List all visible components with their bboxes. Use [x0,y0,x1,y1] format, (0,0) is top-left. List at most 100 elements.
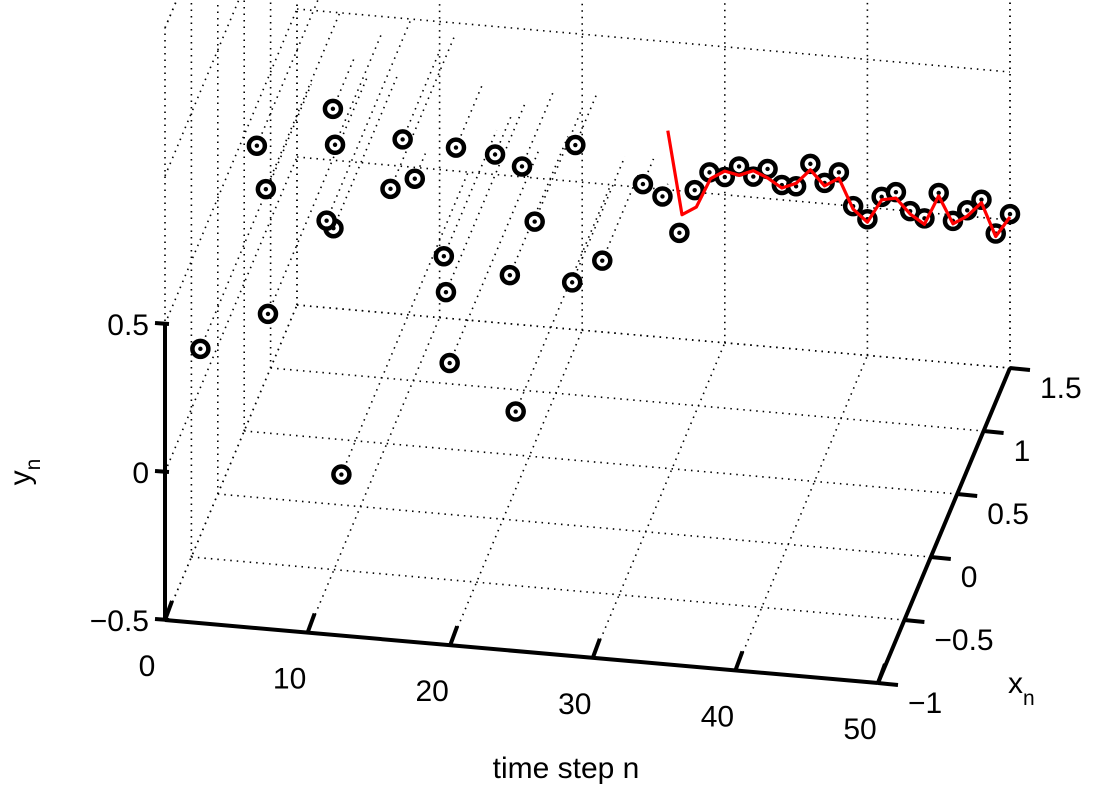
time-tick [590,638,602,659]
svg-text:yn: yn [4,459,45,486]
axes [163,324,1012,685]
data-point-center [388,186,393,192]
data-point-center [736,164,742,169]
data-point-center [332,142,338,147]
grid-line [164,0,178,29]
grid-line [164,304,298,621]
stem-line [574,94,598,146]
data-point-center [265,311,271,317]
z-axis-title-sub: n [1023,687,1035,710]
z-axis-title: xn [1008,667,1035,710]
xn-tick [930,555,951,561]
xn-tick-label: −1 [908,687,942,720]
grid-line [191,556,905,621]
markers [190,98,1021,485]
xn-tick [983,429,1004,435]
y-axis-title: yn [4,459,45,486]
xn-tick-label: 0.5 [987,498,1029,531]
stem-line [334,31,384,146]
data-point-center [707,170,712,175]
time-tick [448,625,460,646]
stem-line [332,58,355,110]
time-tick-label: 30 [558,688,591,721]
y-tick [154,321,170,326]
time-tick-label: 50 [843,713,876,746]
data-point-center [324,218,329,223]
data-point-center [573,142,578,148]
grid-lines [164,0,1011,684]
data-point-center [722,174,727,180]
grid-line [270,367,984,432]
grid-line [296,8,1011,73]
data-point-center [532,219,537,224]
grid-line [592,342,726,659]
grid-line [306,317,441,633]
xn-tick-label: 1.5 [1040,372,1082,405]
time-tick [163,600,174,621]
data-point-center [765,166,770,172]
grid-line [164,0,178,29]
y-tick-label: 0 [132,457,149,490]
z-axis-title-main: x [1008,667,1023,700]
data-point-center [507,272,513,278]
grid-line [734,355,869,671]
stem-line [533,107,583,222]
data-point-center [492,152,498,157]
data-point-center [936,190,941,196]
time-tick-label: 10 [273,663,306,696]
grid-line [244,430,958,495]
data-point-center [519,164,525,169]
time-tick-label: 0 [139,650,156,683]
data-point-center [263,186,269,192]
data-point-center [879,194,884,200]
xn-tick [904,618,925,624]
data-point-center [412,176,417,181]
stem-line [401,50,441,140]
data-point-center [692,187,697,193]
data-point-center [569,280,575,285]
grid-line [296,156,1011,221]
stem-line [414,153,427,180]
y-tick-label: −0.5 [90,605,149,638]
y-tick-label: 0.5 [107,309,149,342]
data-point-center [453,145,459,150]
xn-tick-label: −0.5 [934,624,993,657]
stem-line [340,171,469,475]
x-axis-line [876,367,1012,684]
stem-line [389,37,455,190]
x-axis-title: time step n [493,752,640,785]
stem-line [199,83,312,350]
stem-line [267,74,370,315]
stem-line [256,0,319,147]
xn-tick [957,492,978,498]
data-point-center [979,197,984,202]
data-point-center [600,258,605,263]
data-point-center [751,174,756,179]
grid-line [164,304,298,621]
time-axis-line [164,618,879,685]
grid-line [164,0,240,177]
stem-line [642,158,655,185]
time-tick [733,650,745,672]
data-point-center [339,472,344,477]
time-tick [305,612,317,634]
data-point-center [513,409,518,414]
data-point-center [1007,211,1013,217]
data-point-center [660,194,665,199]
ticks: −0.5 0 0.5 0 10 20 30 40 50 −1 −0.5 0 0.5 1 1.5 [90,309,1082,746]
stems [199,0,712,475]
data-point-center [254,143,260,148]
xn-tick [1009,366,1031,372]
y-axis-title-sub: n [22,459,45,471]
data-point-center [808,161,813,167]
y-tick [154,469,170,474]
time-tick-label: 40 [701,700,734,733]
data-point-center [965,208,970,213]
red-series-line [666,130,1012,239]
xn-tick-label: 0 [961,561,978,594]
svg-text:xn: xn [1008,667,1035,710]
xn-tick-label: 1 [1014,435,1031,468]
grid-line [449,329,583,646]
y-axis-title-main: y [4,470,37,485]
